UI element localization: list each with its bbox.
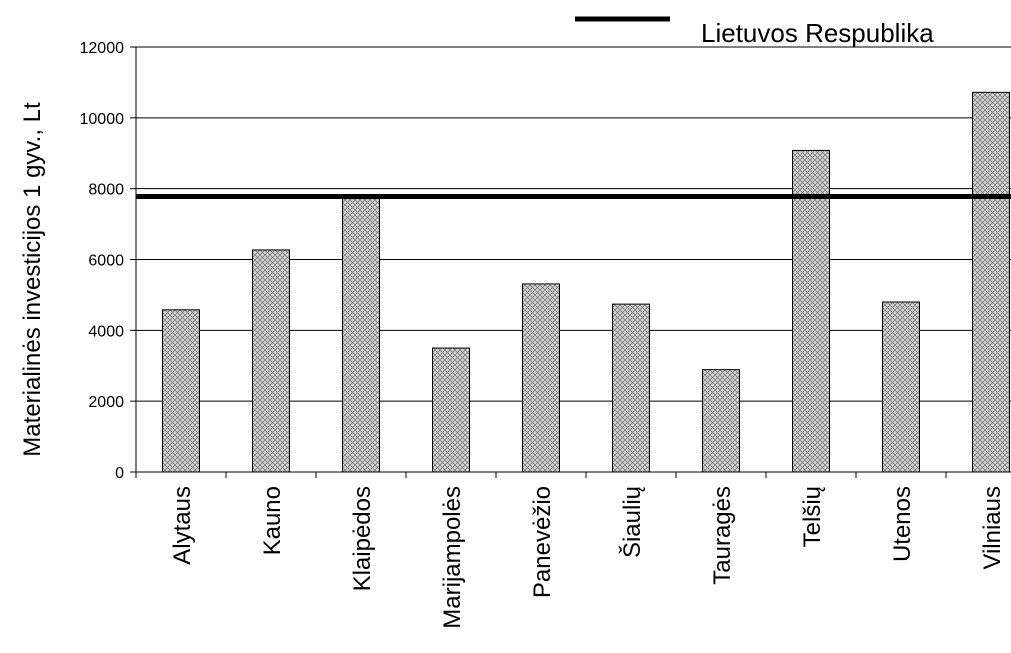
bar	[522, 283, 560, 473]
y-axis-title: Materialinės investicijos 1 gyv., Lt	[19, 102, 46, 457]
bar	[432, 347, 470, 473]
bar	[252, 249, 290, 473]
y-tick-label: 4000	[88, 323, 124, 340]
x-tick-label: Šiaulių	[618, 486, 646, 558]
legend: Lietuvos Respublika	[575, 16, 934, 48]
y-tick-label: 10000	[80, 111, 125, 128]
x-tick-label: Utenos	[889, 486, 916, 562]
y-tick-label: 2000	[88, 394, 124, 411]
x-tick-label: Marijampolės	[439, 486, 466, 629]
x-tick-label: Telšių	[799, 486, 826, 547]
x-tick-label: Panevėžio	[529, 486, 556, 598]
x-tick-label: Tauragės	[709, 486, 736, 585]
x-tick-label: Vilniaus	[979, 486, 1006, 570]
y-tick-label: 0	[115, 465, 124, 482]
legend-label: Lietuvos Respublika	[701, 18, 934, 48]
axes	[130, 46, 1011, 478]
bar	[972, 91, 1010, 473]
bar	[612, 303, 650, 473]
bar	[162, 309, 200, 473]
y-tick-label: 8000	[88, 182, 124, 199]
bar	[702, 369, 740, 473]
y-tick-label: 12000	[80, 40, 125, 57]
bar	[882, 301, 920, 473]
bars	[162, 91, 1010, 473]
bar	[342, 198, 380, 473]
y-tick-labels: 0 2000 4000 6000 8000 10000 12000	[80, 40, 125, 482]
x-tick-label: Kauno	[259, 486, 286, 555]
x-tick-label: Klaipėdos	[349, 486, 376, 591]
x-tick-label: Alytaus	[169, 486, 196, 565]
x-tick-labels: Alytaus Kauno Klaipėdos Marijampolės Panevėž…	[169, 486, 1006, 629]
y-tick-label: 6000	[88, 253, 124, 270]
